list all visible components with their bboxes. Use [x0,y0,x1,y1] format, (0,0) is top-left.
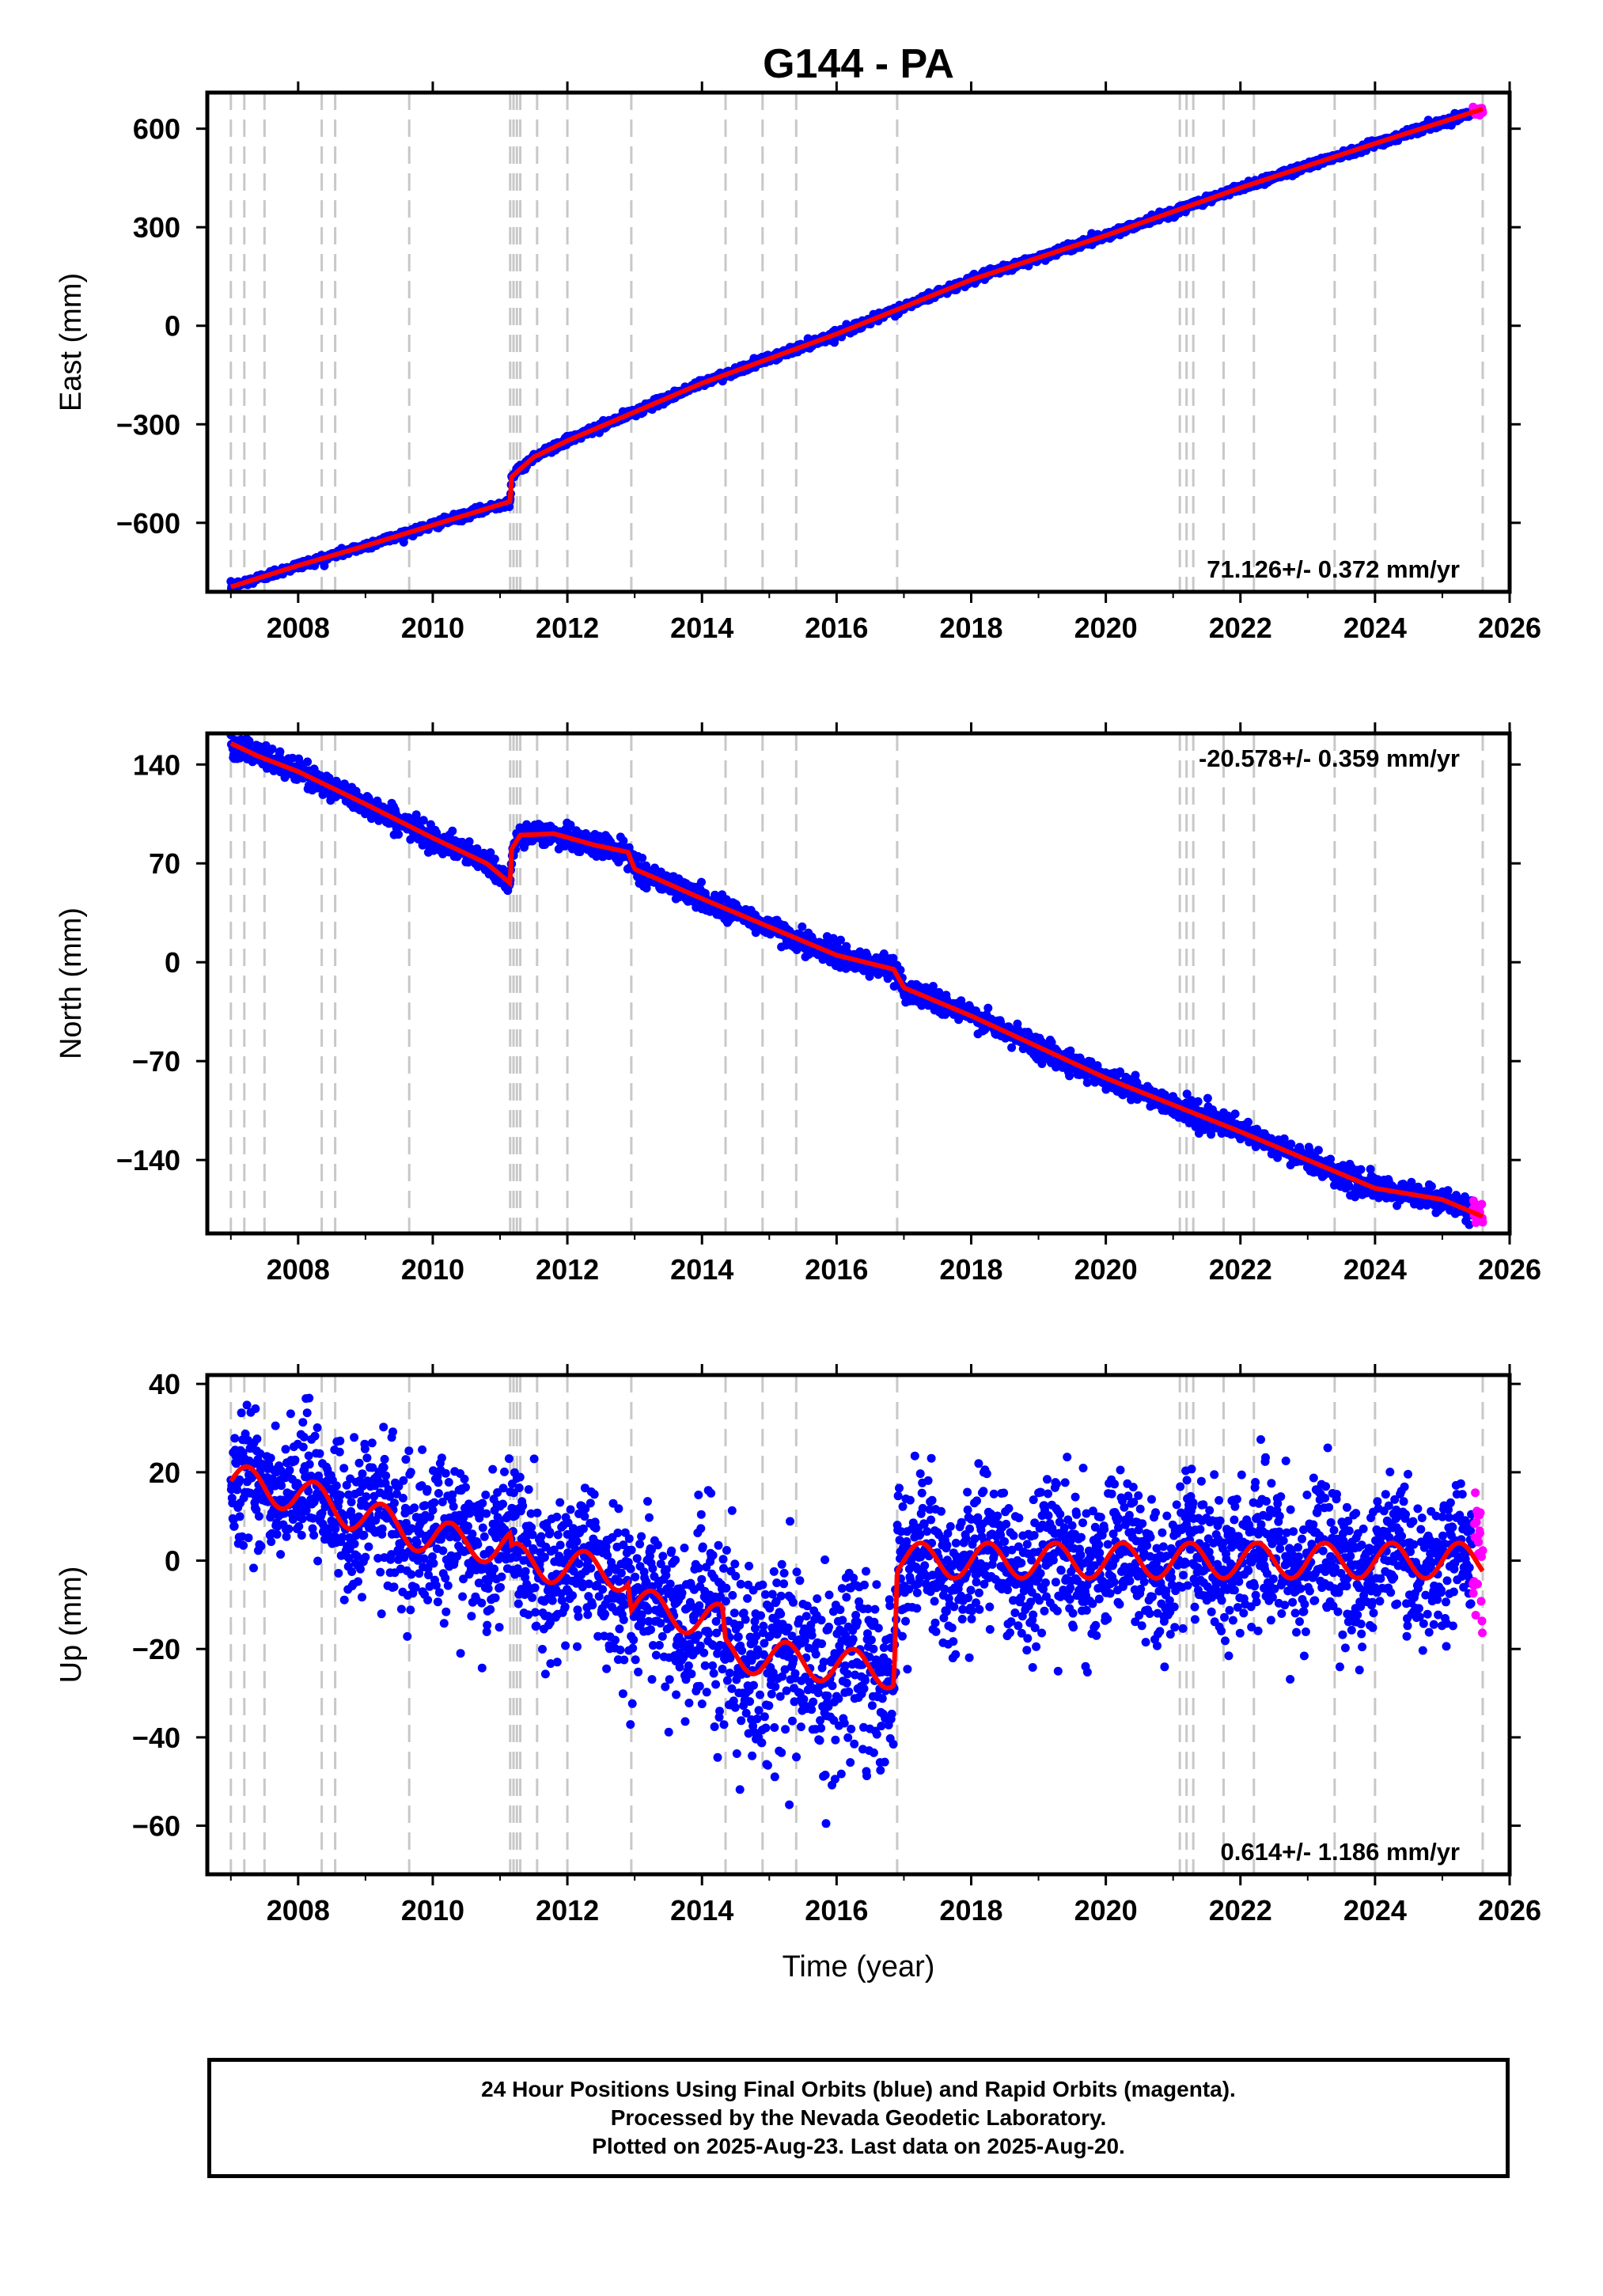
final-orbit-point [275,747,285,756]
final-orbit-point [1193,1097,1203,1106]
final-orbit-point [394,830,404,839]
y-axis-label: East (mm) [55,273,88,411]
final-orbit-point [1244,1117,1252,1127]
final-orbit-point [928,982,938,991]
final-orbit-point [619,836,628,846]
final-orbit-point [448,826,457,835]
model-fit-line [229,106,1484,589]
final-orbit-point [1207,1130,1216,1139]
final-orbit-point [818,955,828,964]
final-orbit-point [1279,1134,1289,1143]
velocity-rate-label: 71.126+/- 0.372 mm/yr [1207,555,1460,583]
final-orbit-point [1093,1061,1102,1070]
final-orbit-point [1313,1146,1323,1155]
x-tick-label: 2010 [401,612,464,644]
final-orbit-point [798,922,807,931]
final-orbit-point [1287,1139,1296,1149]
final-orbit-point [638,854,647,862]
y-tick-label: −300 [116,408,180,441]
final-orbit-point [1203,1093,1212,1103]
final-orbit-point [303,757,313,767]
final-orbit-point [836,935,845,945]
final-orbit-point [828,934,838,943]
x-tick-label: 2026 [1478,612,1541,644]
north-panel: 2008 2010 2012 2014 2016 2018 2020 2022 2024 2026… [55,722,1541,1286]
final-orbit-point [697,877,706,887]
x-tick-label: 2018 [939,612,1002,644]
final-orbit-point [1086,1057,1096,1067]
final-orbit-point [486,848,495,858]
data-points [226,102,1487,592]
x-tick-label: 2014 [670,612,733,644]
x-tick-label: 2020 [1074,612,1138,644]
y-tick-label: 600 [133,113,180,146]
final-orbit-point [1131,1070,1140,1080]
x-tick-label: 2024 [1343,612,1407,644]
y-tick-label: 300 [133,211,180,244]
final-orbit-point [896,965,905,975]
final-orbit-point [1065,1071,1074,1081]
final-orbit-point [889,953,898,963]
x-tick-label: 2012 [536,612,599,644]
final-orbit-point [267,744,277,754]
final-orbit-point [419,816,428,825]
x-tick-label: 2016 [805,612,868,644]
final-orbit-point [464,837,474,847]
figure-title: G144 - PA [763,41,954,87]
final-orbit-point [642,884,651,893]
final-orbit-point [490,854,499,864]
final-orbit-point [411,810,421,820]
x-tick-label: 2022 [1209,612,1272,644]
east-panel: 2008 2010 2012 2014 2016 2018 2020 2022 2024 2026… [55,81,1541,644]
y-tick-label: −600 [116,507,180,540]
final-orbit-point [1007,1043,1017,1052]
final-orbit-point [1182,1089,1192,1099]
final-orbit-point [983,1003,993,1013]
final-orbit-point [288,753,297,763]
plot-frame [205,90,1512,594]
x-tick-label: 2008 [267,612,330,644]
y-tick-label: 0 [165,310,180,343]
final-orbit-point [1230,1109,1240,1119]
final-orbit-point [1116,1067,1125,1077]
final-orbit-point [566,820,575,830]
final-orbit-point [1047,1038,1056,1047]
final-orbit-point [320,561,329,570]
